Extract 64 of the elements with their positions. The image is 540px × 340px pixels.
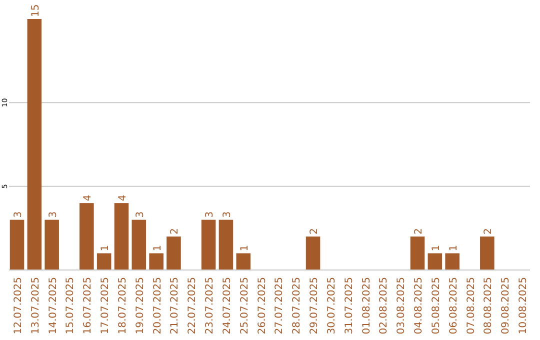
x-tick-label: 22.07.2025 xyxy=(187,277,198,334)
x-tick-label: 23.07.2025 xyxy=(204,277,216,334)
bar xyxy=(44,220,59,270)
bar xyxy=(201,220,216,270)
data-label: 3 xyxy=(134,211,146,218)
x-tick-label: 29.07.2025 xyxy=(309,277,320,334)
x-tick-label: 30.07.2025 xyxy=(326,277,338,334)
x-tick-label: 24.07.2025 xyxy=(222,277,233,334)
x-tick-label: 12.07.2025 xyxy=(13,277,24,334)
data-label: 1 xyxy=(430,244,442,252)
data-label: 3 xyxy=(222,211,233,218)
data-label: 4 xyxy=(82,194,94,202)
x-tick-label: 05.08.2025 xyxy=(430,277,442,334)
x-tick-label: 07.08.2025 xyxy=(466,277,477,334)
x-tick-label: 09.08.2025 xyxy=(500,277,512,334)
x-tick-label: 08.08.2025 xyxy=(483,277,494,334)
x-tick-label: 28.07.2025 xyxy=(292,277,303,334)
x-tick-label: 25.07.2025 xyxy=(239,277,250,334)
bar xyxy=(149,253,164,270)
data-label: 2 xyxy=(170,228,181,235)
bar xyxy=(428,253,442,270)
x-tick-label: 03.08.2025 xyxy=(396,277,408,334)
x-tick-label: 31.07.2025 xyxy=(344,277,355,334)
bar xyxy=(445,253,460,270)
x-tick-label: 17.07.2025 xyxy=(100,277,112,334)
bar xyxy=(306,236,320,270)
bar xyxy=(480,236,494,270)
x-tick-label: 18.07.2025 xyxy=(117,277,128,334)
x-tick-label: 10.08.2025 xyxy=(518,277,529,334)
data-label: 1 xyxy=(448,244,460,252)
bar xyxy=(218,220,234,270)
data-label: 2 xyxy=(414,228,425,235)
bar xyxy=(80,203,94,270)
x-tick-label: 02.08.2025 xyxy=(378,277,390,334)
bar xyxy=(96,253,112,270)
data-label: 1 xyxy=(100,244,112,252)
data-label: 2 xyxy=(483,228,494,235)
bar xyxy=(10,220,24,270)
bar xyxy=(114,203,129,270)
x-tick-label: 27.07.2025 xyxy=(274,277,286,334)
data-label: 15 xyxy=(30,4,42,17)
x-tick-label: 14.07.2025 xyxy=(48,277,59,334)
x-tick-label: 21.07.2025 xyxy=(170,277,181,334)
data-label: 1 xyxy=(152,244,164,252)
bar xyxy=(132,220,146,270)
data-label: 1 xyxy=(239,244,250,252)
data-label: 3 xyxy=(204,211,216,218)
x-tick-label: 04.08.2025 xyxy=(414,277,425,334)
bar xyxy=(236,253,251,270)
x-tick-label: 26.07.2025 xyxy=(256,277,268,334)
data-label: 4 xyxy=(117,194,128,202)
x-tick-label: 06.08.2025 xyxy=(448,277,460,334)
bar xyxy=(410,236,425,270)
x-tick-label: 16.07.2025 xyxy=(82,277,94,334)
x-tick-label: 15.07.2025 xyxy=(65,277,76,334)
x-tick-label: 20.07.2025 xyxy=(152,277,164,334)
x-tick-label: 13.07.2025 xyxy=(30,277,42,334)
bar xyxy=(166,236,181,270)
x-tick-label: 01.08.2025 xyxy=(361,277,372,334)
data-label: 3 xyxy=(48,211,59,218)
bar xyxy=(27,19,42,270)
data-label: 2 xyxy=(309,228,320,235)
x-tick-label: 19.07.2025 xyxy=(134,277,146,334)
data-label: 3 xyxy=(13,211,24,218)
